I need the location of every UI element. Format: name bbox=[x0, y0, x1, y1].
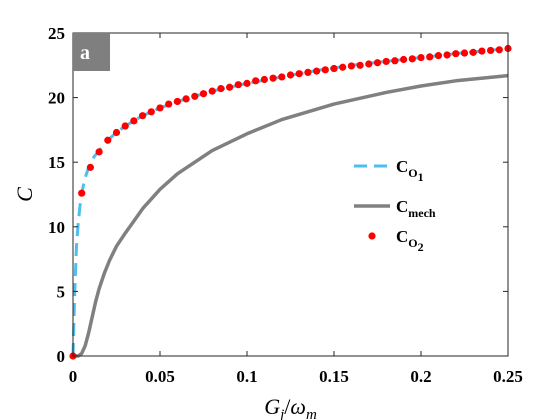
x-tick-label: 0.1 bbox=[236, 367, 257, 386]
c-o2-point bbox=[269, 74, 277, 82]
c-o2-point bbox=[478, 47, 486, 55]
c-o2-point bbox=[339, 63, 347, 71]
x-axis-label: Gj/ωm bbox=[264, 394, 317, 420]
x-tick-label: 0.2 bbox=[410, 367, 431, 386]
c-o2-point bbox=[226, 83, 234, 91]
legend: CO1 Cmech CO2 bbox=[354, 157, 436, 254]
c-o2-point bbox=[121, 122, 129, 130]
y-tick-label: 25 bbox=[48, 24, 65, 43]
c-o2-point bbox=[347, 62, 355, 70]
legend-entry-label: CO2 bbox=[396, 227, 424, 254]
c-o2-point bbox=[321, 66, 329, 74]
y-tick-label: 15 bbox=[48, 153, 65, 172]
y-tick-label: 0 bbox=[57, 347, 66, 366]
panel-label-box bbox=[73, 33, 110, 71]
axes: 0 0.05 0.1 0.15 0.2 0.25 0 5 10 15 20 25 Gj/ωm C bbox=[12, 24, 523, 420]
x-tick-label: 0.15 bbox=[319, 367, 349, 386]
c-o2-point bbox=[391, 57, 399, 65]
c-o2-point bbox=[408, 55, 416, 63]
x-tick-label: 0.25 bbox=[493, 367, 523, 386]
x-tick-label: 0 bbox=[69, 367, 78, 386]
legend-marker-c-o2 bbox=[368, 232, 376, 240]
c-o2-point bbox=[182, 95, 190, 103]
c-o2-point bbox=[165, 100, 173, 108]
c-o2-point bbox=[278, 73, 286, 81]
c-o2-point bbox=[330, 64, 338, 73]
c-o2-point bbox=[495, 46, 503, 54]
y-axis-label: C bbox=[12, 187, 37, 202]
c-o2-point bbox=[156, 104, 164, 112]
c-o2-point bbox=[86, 163, 94, 171]
c-o1-line bbox=[71, 47, 509, 357]
c-o2-point bbox=[365, 60, 373, 68]
y-tick-label: 20 bbox=[48, 89, 65, 108]
c-o2-point bbox=[147, 108, 155, 116]
c-o2-point bbox=[199, 90, 208, 98]
c-o2-point bbox=[356, 61, 364, 69]
c-o2-point bbox=[400, 55, 408, 64]
c-o2-point bbox=[112, 128, 121, 137]
c-o2-point bbox=[382, 57, 390, 66]
x-tick-label: 0.05 bbox=[145, 367, 175, 386]
c-o2-point bbox=[208, 87, 216, 95]
c-o2-point bbox=[78, 189, 86, 197]
c-o2-point bbox=[295, 70, 303, 78]
axes-box bbox=[72, 32, 509, 357]
c-o2-point bbox=[130, 117, 138, 125]
c-o2-point bbox=[373, 59, 382, 67]
c-o2-point bbox=[139, 112, 147, 120]
c-o2-point bbox=[443, 51, 451, 59]
c-o2-point bbox=[304, 68, 312, 77]
c-o2-point bbox=[191, 92, 199, 100]
c-o2-point bbox=[234, 81, 242, 89]
c-o2-point bbox=[252, 77, 260, 85]
c-o2-point bbox=[95, 148, 103, 156]
c-o2-point bbox=[173, 97, 181, 106]
legend-entry-label: CO1 bbox=[396, 157, 424, 184]
c-o2-point bbox=[217, 84, 225, 93]
panel-label: a bbox=[80, 42, 90, 64]
c-o2-point bbox=[426, 53, 434, 61]
c-mech-line bbox=[73, 73, 509, 358]
c-o2-point bbox=[260, 75, 268, 84]
c-o2-point bbox=[313, 67, 321, 75]
c-o2-point bbox=[417, 53, 425, 62]
c-o2-point bbox=[104, 136, 112, 144]
c-o2-point bbox=[452, 50, 460, 58]
c-o2-point bbox=[286, 71, 295, 79]
c-o2-point bbox=[460, 49, 469, 57]
y-tick-label: 10 bbox=[48, 218, 65, 237]
c-o2-point bbox=[469, 48, 477, 56]
c-o2-point bbox=[487, 46, 495, 55]
plot-area bbox=[69, 44, 512, 360]
c-o2-point bbox=[243, 79, 251, 87]
legend-entry-label: Cmech bbox=[396, 197, 436, 220]
y-tick-label: 5 bbox=[57, 282, 66, 301]
c-o2-point bbox=[434, 52, 442, 60]
